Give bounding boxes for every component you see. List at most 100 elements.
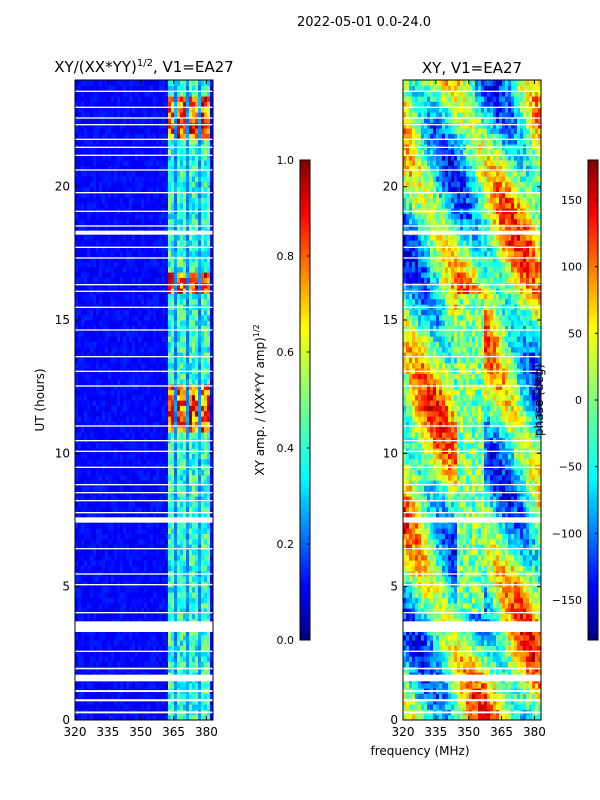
amplitude-cell [171, 378, 175, 385]
amplitude-cell [159, 501, 163, 508]
amplitude-cell [183, 629, 187, 636]
amplitude-cell [135, 656, 139, 662]
amplitude-cell [117, 682, 121, 689]
amplitude-cell [186, 160, 190, 166]
amplitude-cell [114, 597, 118, 604]
amplitude-cell [144, 549, 148, 556]
amplitude-cell [159, 421, 163, 428]
amplitude-cell [114, 256, 118, 262]
amplitude-cell [180, 272, 184, 278]
amplitude-cell [96, 309, 100, 316]
amplitude-cell [195, 421, 199, 428]
amplitude-cell [186, 352, 190, 358]
amplitude-cell [192, 309, 196, 316]
amplitude-cell [171, 330, 175, 337]
amplitude-cell [180, 650, 184, 657]
amplitude-cell [174, 293, 178, 300]
amplitude-cell [138, 112, 142, 118]
amplitude-cell [153, 394, 157, 401]
amplitude-cell [123, 85, 127, 92]
amplitude-cell [177, 608, 181, 614]
amplitude-cell [198, 538, 202, 545]
amplitude-cell [99, 346, 103, 353]
amplitude-cell [96, 426, 100, 433]
amplitude-cell [195, 640, 199, 646]
amplitude-cell [102, 101, 106, 108]
amplitude-cell [78, 645, 82, 652]
amplitude-cell [105, 266, 109, 273]
amplitude-cell [156, 442, 160, 449]
amplitude-cell [114, 362, 118, 369]
amplitude-cell [78, 192, 82, 198]
amplitude-cell [162, 330, 166, 337]
amplitude-cell [75, 256, 79, 262]
amplitude-cell [192, 528, 196, 534]
amplitude-cell [114, 512, 118, 518]
amplitude-cell [126, 154, 130, 161]
amplitude-cell [84, 496, 88, 502]
amplitude-cell [132, 373, 136, 380]
amplitude-cell [111, 661, 115, 668]
amplitude-cell [171, 336, 175, 342]
amplitude-cell [180, 373, 184, 380]
amplitude-cell [186, 112, 190, 118]
amplitude-cell [108, 336, 112, 342]
amplitude-cell [168, 240, 172, 246]
amplitude-cell [147, 96, 151, 102]
amplitude-cell [144, 96, 148, 102]
amplitude-cell [87, 474, 91, 481]
amplitude-cell [129, 272, 133, 278]
amplitude-cell [186, 261, 190, 268]
amplitude-cell [174, 282, 178, 289]
amplitude-cell [138, 224, 142, 230]
amplitude-cell [75, 656, 79, 662]
amplitude-cell [111, 138, 115, 145]
amplitude-cell [171, 112, 175, 118]
amplitude-cell [144, 704, 148, 710]
amplitude-cell [117, 458, 121, 465]
amplitude-cell [177, 160, 181, 166]
amplitude-cell [183, 106, 187, 113]
amplitude-cell [108, 608, 112, 614]
amplitude-cell [132, 554, 136, 561]
amplitude-cell [177, 640, 181, 646]
amplitude-cell [189, 661, 193, 668]
amplitude-cell [87, 501, 91, 508]
amplitude-cell [105, 650, 109, 657]
amplitude-cell [108, 576, 112, 582]
amplitude-cell [105, 538, 109, 545]
amplitude-cell [123, 138, 127, 145]
amplitude-cell [120, 693, 124, 700]
amplitude-cell [99, 442, 103, 449]
amplitude-cell [114, 480, 118, 486]
amplitude-cell [123, 362, 127, 369]
amplitude-cell [177, 528, 181, 534]
amplitude-cell [150, 474, 154, 481]
amplitude-cell [141, 122, 145, 129]
amplitude-cell [129, 101, 133, 108]
amplitude-cell [198, 496, 202, 502]
amplitude-cell [111, 122, 115, 129]
amplitude-cell [159, 416, 163, 422]
amplitude-cell [84, 512, 88, 518]
amplitude-cell [96, 80, 100, 86]
amplitude-cell [162, 442, 166, 449]
amplitude-cell [93, 453, 97, 460]
amplitude-cell [171, 176, 175, 182]
amplitude-cell [147, 608, 151, 614]
amplitude-cell [159, 197, 163, 204]
amplitude-cell [93, 213, 97, 220]
amplitude-cell [174, 458, 178, 465]
amplitude-cell [141, 400, 145, 406]
amplitude-cell [90, 240, 94, 246]
amplitude-cell [75, 176, 79, 182]
amplitude-cell [111, 533, 115, 540]
amplitude-cell [189, 400, 193, 406]
amplitude-cell [123, 378, 127, 385]
amplitude-cell [165, 181, 169, 188]
amplitude-cell [81, 117, 85, 124]
amplitude-cell [144, 650, 148, 657]
amplitude-cell [75, 405, 79, 412]
amplitude-cell [90, 346, 94, 353]
amplitude-cell [171, 341, 175, 348]
